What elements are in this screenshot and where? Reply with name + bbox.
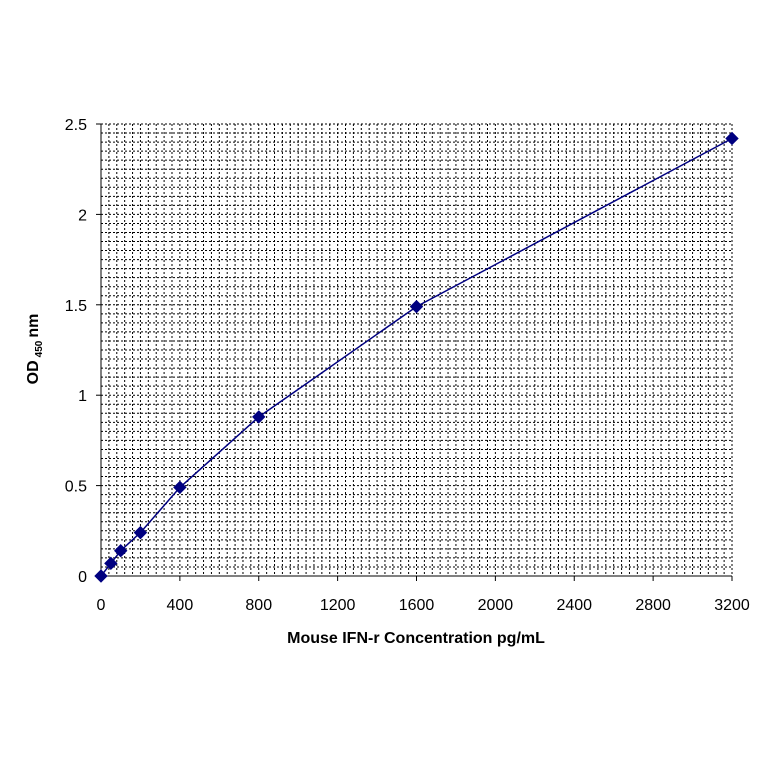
data-point	[94, 569, 108, 583]
x-tick-label: 2000	[478, 597, 514, 614]
data-point	[725, 131, 739, 146]
y-axis-title: OD 450 nm	[25, 314, 45, 385]
series	[94, 131, 739, 583]
data-point	[114, 543, 128, 558]
y-tick-label: 2.5	[65, 117, 87, 134]
x-tick-label: 800	[245, 597, 272, 614]
x-tick-label: 2400	[556, 597, 592, 614]
y-axis-title-main: OD	[25, 360, 42, 384]
x-tick-label: 3200	[714, 597, 750, 614]
x-tick-label: 1200	[320, 597, 356, 614]
x-axis-title: Mouse IFN-r Concentration pg/mL	[287, 630, 545, 647]
y-tick-label: 2	[78, 207, 87, 224]
x-tick-label: 1600	[399, 597, 435, 614]
tick-labels: 0 0.5 1 1.5 2 2.5 0 400 800 1200 1600 2000 2400 2800 3…	[65, 117, 750, 614]
y-axis-title-subscript: 450	[34, 340, 45, 357]
data-point	[409, 299, 424, 314]
data-point	[133, 525, 148, 540]
y-tick-label: 1	[78, 388, 87, 405]
data-point	[252, 410, 266, 424]
data-point	[104, 556, 118, 571]
y-tick-label: 0	[78, 569, 87, 586]
y-axis-title-unit: nm	[25, 314, 42, 338]
x-tick-label: 400	[167, 597, 194, 614]
y-tick-label: 1.5	[65, 298, 87, 315]
data-point	[173, 480, 187, 495]
grid	[101, 123, 733, 576]
y-tick-label: 0.5	[65, 479, 87, 496]
x-tick-label: 2800	[635, 597, 671, 614]
x-tick-label: 0	[97, 597, 106, 614]
